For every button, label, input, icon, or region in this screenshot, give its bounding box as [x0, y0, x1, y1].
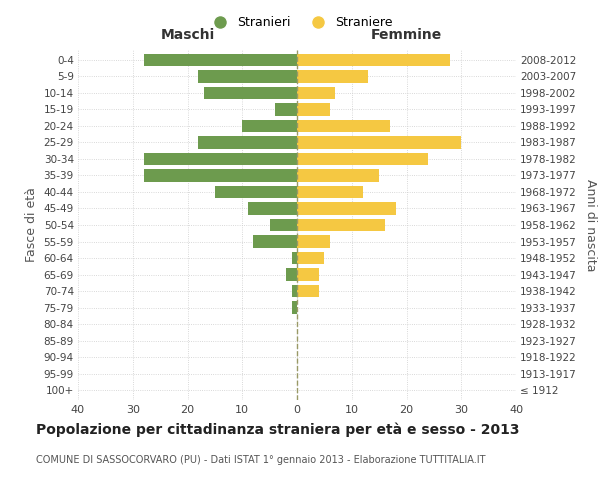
Bar	[297, 186, 363, 198]
Text: COMUNE DI SASSOCORVARO (PU) - Dati ISTAT 1° gennaio 2013 - Elaborazione TUTTITAL: COMUNE DI SASSOCORVARO (PU) - Dati ISTAT…	[36, 455, 485, 465]
Bar	[199, 70, 297, 82]
Bar	[275, 103, 297, 116]
Bar	[297, 170, 379, 181]
Bar	[297, 202, 395, 214]
Bar	[297, 268, 319, 280]
Bar	[269, 219, 297, 231]
Text: Popolazione per cittadinanza straniera per età e sesso - 2013: Popolazione per cittadinanza straniera p…	[36, 422, 520, 437]
Text: Maschi: Maschi	[160, 28, 215, 42]
Bar	[215, 186, 297, 198]
Bar	[292, 285, 297, 297]
Bar	[297, 252, 325, 264]
Bar	[297, 54, 451, 66]
Bar	[144, 54, 297, 66]
Bar	[297, 236, 330, 248]
Bar	[297, 103, 330, 116]
Text: Femmine: Femmine	[371, 28, 442, 42]
Legend: Stranieri, Straniere: Stranieri, Straniere	[202, 11, 398, 34]
Bar	[297, 120, 390, 132]
Bar	[297, 285, 319, 297]
Bar	[292, 302, 297, 314]
Bar	[297, 219, 385, 231]
Bar	[144, 153, 297, 165]
Bar	[297, 70, 368, 82]
Bar	[204, 86, 297, 99]
Bar	[248, 202, 297, 214]
Bar	[253, 236, 297, 248]
Bar	[297, 136, 461, 148]
Bar	[297, 86, 335, 99]
Bar	[297, 153, 428, 165]
Y-axis label: Anni di nascita: Anni di nascita	[584, 179, 597, 271]
Bar	[286, 268, 297, 280]
Bar	[199, 136, 297, 148]
Y-axis label: Fasce di età: Fasce di età	[25, 188, 38, 262]
Bar	[242, 120, 297, 132]
Bar	[292, 252, 297, 264]
Bar	[144, 170, 297, 181]
